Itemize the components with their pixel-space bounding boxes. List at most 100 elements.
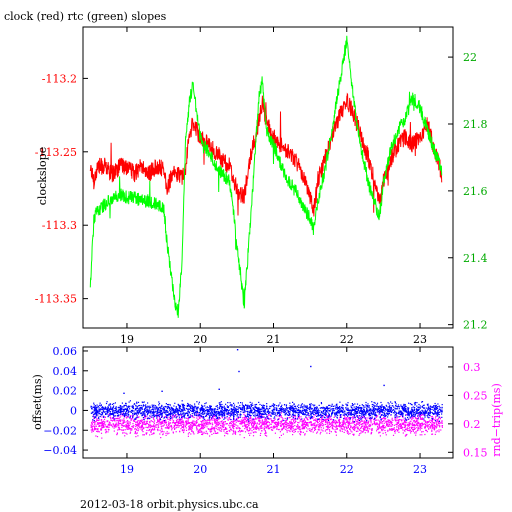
bottom-point-0 xyxy=(268,412,270,415)
bottom-point-0 xyxy=(134,418,136,420)
bottom-point-1 xyxy=(439,422,441,424)
bottom-point-1 xyxy=(360,432,362,434)
bottom-point-1 xyxy=(136,421,138,423)
bottom-point-0 xyxy=(222,410,224,412)
bottom-point-1 xyxy=(365,425,367,427)
bottom-point-0 xyxy=(441,406,443,408)
bottom-point-0 xyxy=(147,402,149,404)
bottom-point-1 xyxy=(233,421,235,423)
bottom-point-0 xyxy=(266,415,268,418)
bottom-point-0 xyxy=(258,411,260,413)
bottom-point-0 xyxy=(113,412,116,414)
bottom-point-1 xyxy=(358,423,360,425)
bottom-point-0 xyxy=(261,408,263,410)
bottom-point-0 xyxy=(143,419,145,421)
bottom-point-1 xyxy=(124,425,126,427)
bottom-point-1 xyxy=(209,419,211,421)
bottom-point-0 xyxy=(105,407,107,409)
bottom-point-1 xyxy=(427,426,429,428)
bottom-point-0 xyxy=(246,408,248,410)
bottom-point-0 xyxy=(320,413,322,415)
bottom-point-1 xyxy=(247,420,249,422)
bottom-point-1 xyxy=(245,426,247,428)
bottom-point-1 xyxy=(168,432,170,434)
bottom-point-1 xyxy=(405,434,407,436)
bottom-point-0 xyxy=(274,407,276,409)
bottom-point-0 xyxy=(94,412,96,414)
bottom-point-1 xyxy=(269,418,271,420)
bottom-point-1 xyxy=(431,419,433,421)
bottom-point-0 xyxy=(429,411,432,413)
bottom-point-0 xyxy=(355,406,357,408)
bottom-point-1 xyxy=(394,430,396,432)
bottom-point-0 xyxy=(295,409,297,411)
bottom-point-0 xyxy=(99,402,101,404)
bottom-point-1 xyxy=(257,415,259,417)
bottom-point-1 xyxy=(109,416,111,418)
bottom-point-0 xyxy=(192,406,194,409)
bottom-point-1 xyxy=(369,425,371,427)
bottom-point-1 xyxy=(363,428,365,430)
bottom-point-0 xyxy=(297,416,299,418)
bottom-point-1 xyxy=(243,418,246,420)
bottom-point-0 xyxy=(379,416,381,418)
top-series-line-1 xyxy=(89,35,443,318)
bottom-point-1 xyxy=(200,427,203,429)
bottom-point-1 xyxy=(356,419,358,421)
bottom-point-0 xyxy=(391,402,393,404)
bottom-point-0 xyxy=(210,409,212,411)
bottom-point-0 xyxy=(297,409,300,411)
bottom-point-1 xyxy=(398,420,400,422)
bottom-point-0 xyxy=(203,409,205,411)
bottom-point-0 xyxy=(239,407,242,409)
bottom-point-1 xyxy=(289,416,291,418)
bottom-point-0 xyxy=(233,408,235,410)
bottom-point-1 xyxy=(415,424,417,426)
bottom-point-1 xyxy=(292,429,294,431)
bottom-point-1 xyxy=(292,423,294,425)
bottom-point-0 xyxy=(202,415,204,418)
bottom-point-0 xyxy=(370,410,372,412)
bottom-point-0 xyxy=(336,403,338,405)
bottom-point-1 xyxy=(302,426,304,428)
bottom-point-0 xyxy=(158,408,160,410)
bottom-point-0 xyxy=(171,410,173,412)
bottom-point-1 xyxy=(92,425,94,427)
bottom-point-1 xyxy=(135,423,137,425)
bottom-point-0 xyxy=(102,406,104,408)
bottom-point-1 xyxy=(93,421,95,423)
bottom-point-1 xyxy=(358,421,360,424)
bottom-point-0 xyxy=(153,411,155,413)
bottom-point-1 xyxy=(107,424,109,426)
bottom-point-1 xyxy=(239,423,241,425)
bottom-point-1 xyxy=(356,421,358,423)
bottom-point-0 xyxy=(189,406,192,409)
bottom-point-0 xyxy=(437,403,439,405)
bottom-point-1 xyxy=(211,430,213,432)
bottom-point-0 xyxy=(439,406,441,409)
bottom-point-1 xyxy=(297,426,299,428)
bottom-point-0 xyxy=(207,413,209,415)
bottom-point-1 xyxy=(307,414,309,416)
bottom-point-0 xyxy=(296,408,298,410)
bottom-point-1 xyxy=(381,418,383,420)
bottom-point-1 xyxy=(195,421,197,423)
bottom-point-0 xyxy=(284,409,286,411)
bottom-point-1 xyxy=(128,427,130,429)
bottom-point-0 xyxy=(235,410,237,412)
bottom-point-0 xyxy=(152,411,154,413)
bottom-point-1 xyxy=(221,426,223,428)
bottom-point-0 xyxy=(119,407,122,409)
bottom-point-0 xyxy=(114,415,116,417)
bottom-point-0 xyxy=(376,405,378,408)
bottom-point-0 xyxy=(180,412,182,414)
bottom-point-1 xyxy=(325,423,327,425)
bottom-point-1 xyxy=(221,420,223,422)
bottom-point-0 xyxy=(261,404,263,406)
bottom-point-0 xyxy=(342,408,344,410)
bottom-point-0 xyxy=(170,411,172,413)
bottom-point-0 xyxy=(181,416,183,418)
bottom-point-0 xyxy=(113,415,115,417)
bottom-point-1 xyxy=(400,419,402,421)
bottom-point-1 xyxy=(431,425,433,427)
